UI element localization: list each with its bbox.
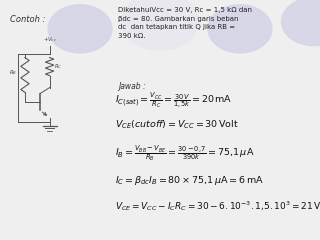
Circle shape [282, 0, 320, 46]
Text: $I_C = \beta_{dc} I_B = 80 \times 75{,}1\,\mu\mathrm{A} = 6\,\mathrm{mA}$: $I_C = \beta_{dc} I_B = 80 \times 75{,}1… [115, 174, 264, 187]
Text: $R_B$: $R_B$ [10, 68, 17, 77]
Circle shape [48, 5, 112, 53]
Text: $+V_{cc}$: $+V_{cc}$ [43, 36, 57, 44]
Text: Jawab :: Jawab : [118, 82, 146, 90]
Text: $V_{CE}(cutoff) = V_{CC} = 30\,\mathrm{Volt}$: $V_{CE}(cutoff) = V_{CC} = 30\,\mathrm{V… [115, 119, 239, 131]
Text: $R_C$: $R_C$ [54, 62, 62, 71]
Text: $I_{C(sat)} = \frac{V_{CC}}{R_C} = \frac{30V}{1{,}5k} = 20\,\mathrm{mA}$: $I_{C(sat)} = \frac{V_{CC}}{R_C} = \frac… [115, 92, 233, 111]
Text: DiketahuiVcc = 30 V, Rc = 1,5 kΩ dan
βdc = 80. Gambarkan garis beban
dc  dan tet: DiketahuiVcc = 30 V, Rc = 1,5 kΩ dan βdc… [118, 7, 252, 39]
Text: $I_B = \frac{V_{BB} - V_{BE}}{R_B} = \frac{30 - 0{,}7}{390k} = 75{,}1\,\mu\mathr: $I_B = \frac{V_{BB} - V_{BE}}{R_B} = \fr… [115, 145, 255, 164]
Circle shape [122, 0, 198, 50]
Text: $V_{CE} = V_{CC} - I_C R_C = 30 - 6{.}10^{-3}{.}1{,}5{.}10^3 = 21\,\mathrm{Volt}: $V_{CE} = V_{CC} - I_C R_C = 30 - 6{.}10… [115, 199, 320, 213]
Circle shape [208, 5, 272, 53]
Text: Contoh :: Contoh : [10, 15, 45, 24]
